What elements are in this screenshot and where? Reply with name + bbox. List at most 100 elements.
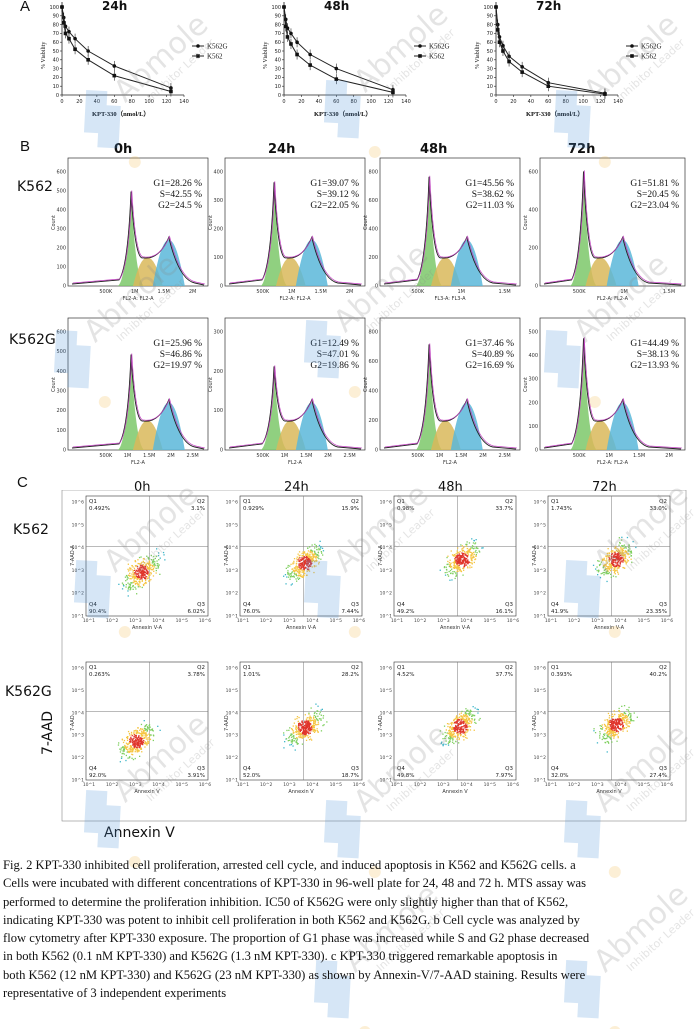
event-dot — [619, 558, 622, 560]
event-dot — [133, 579, 135, 581]
event-dot — [630, 555, 632, 557]
event-dot — [136, 731, 138, 733]
event-dot — [136, 565, 138, 567]
event-dot — [127, 750, 129, 753]
event-dot — [614, 559, 617, 561]
event-dot — [456, 738, 458, 740]
event-dot — [316, 713, 318, 715]
event-dot — [142, 573, 144, 575]
event-dot — [136, 566, 139, 568]
event-dot — [471, 562, 473, 564]
event-dot — [141, 576, 143, 578]
series-line-K562 — [495, 6, 605, 95]
event-dot — [302, 557, 304, 559]
x-tick-label: 10^4 — [614, 782, 626, 788]
event-dot — [295, 741, 297, 743]
event-dot — [474, 547, 476, 549]
event-dot — [121, 753, 123, 755]
y-tick-label: 10^4 — [72, 545, 84, 551]
x-tick-label: 10^3 — [591, 618, 603, 624]
x-tick-label: 0 — [282, 99, 285, 105]
event-dot — [283, 575, 285, 577]
event-dot — [451, 726, 454, 728]
event-dot — [309, 723, 311, 725]
event-dot — [297, 570, 299, 573]
event-dot — [456, 555, 458, 557]
event-dot — [453, 728, 455, 730]
event-dot — [620, 549, 622, 551]
event-dot — [157, 555, 160, 557]
event-dot — [290, 574, 292, 576]
event-dot — [464, 551, 466, 553]
event-dot — [317, 715, 319, 717]
event-dot — [612, 727, 615, 730]
event-dot — [312, 555, 314, 557]
event-dot — [623, 544, 626, 546]
event-dot — [609, 729, 611, 731]
series-line-K562G — [495, 6, 606, 94]
event-dot — [627, 718, 629, 720]
event-dot — [130, 736, 132, 738]
q2-value: 15.9% — [342, 506, 359, 512]
event-dot — [306, 732, 308, 734]
event-dot — [309, 561, 311, 563]
event-dot — [132, 742, 134, 744]
event-dot — [147, 726, 149, 729]
event-dot — [457, 727, 460, 729]
event-dot — [620, 724, 622, 726]
g2-peak-fill — [606, 239, 639, 286]
event-dot — [303, 729, 305, 731]
event-dot — [456, 731, 458, 733]
event-dot — [614, 734, 616, 736]
event-dot — [625, 727, 628, 729]
event-dot — [314, 730, 316, 732]
event-dot — [320, 558, 322, 560]
event-dot — [122, 748, 125, 751]
event-dot — [311, 544, 313, 546]
event-dot — [142, 732, 144, 734]
event-dot — [443, 566, 446, 569]
y-tick-label: 20 — [53, 75, 59, 81]
event-dot — [601, 558, 603, 560]
x-tick-label: 2M — [479, 453, 487, 459]
event-dot — [293, 572, 295, 574]
event-dot — [300, 559, 303, 561]
event-dot — [451, 721, 453, 724]
event-dot — [293, 570, 295, 572]
event-dot — [456, 574, 458, 576]
event-dot — [144, 581, 147, 584]
event-dot — [451, 728, 453, 730]
data-point-K562G — [334, 66, 339, 71]
event-dot — [293, 734, 295, 737]
q3-label: Q3 — [505, 766, 513, 772]
event-dot — [624, 715, 626, 718]
event-dot — [599, 735, 601, 737]
event-dot — [605, 571, 608, 573]
event-dot — [304, 559, 307, 561]
event-dot — [606, 568, 608, 570]
event-dot — [134, 577, 136, 579]
event-dot — [294, 570, 296, 573]
y-tick-label: 10^5 — [226, 688, 238, 694]
event-dot — [129, 738, 131, 740]
event-dot — [306, 558, 308, 561]
event-dot — [142, 731, 144, 733]
event-dot — [461, 722, 463, 724]
event-dot — [314, 561, 316, 563]
event-dot — [612, 560, 614, 562]
event-dot — [454, 735, 457, 737]
event-dot — [154, 564, 156, 566]
event-dot — [621, 705, 623, 707]
y-axis-label: Count — [523, 377, 529, 392]
event-dot — [449, 735, 451, 738]
event-dot — [619, 542, 621, 544]
event-dot — [299, 571, 301, 573]
g1-peak-fill — [569, 171, 598, 286]
event-dot — [616, 740, 618, 742]
event-dot — [140, 556, 142, 558]
event-dot — [475, 722, 477, 724]
event-dot — [315, 560, 318, 562]
event-dot — [303, 563, 306, 565]
event-dot — [614, 720, 616, 722]
event-dot — [137, 586, 139, 588]
